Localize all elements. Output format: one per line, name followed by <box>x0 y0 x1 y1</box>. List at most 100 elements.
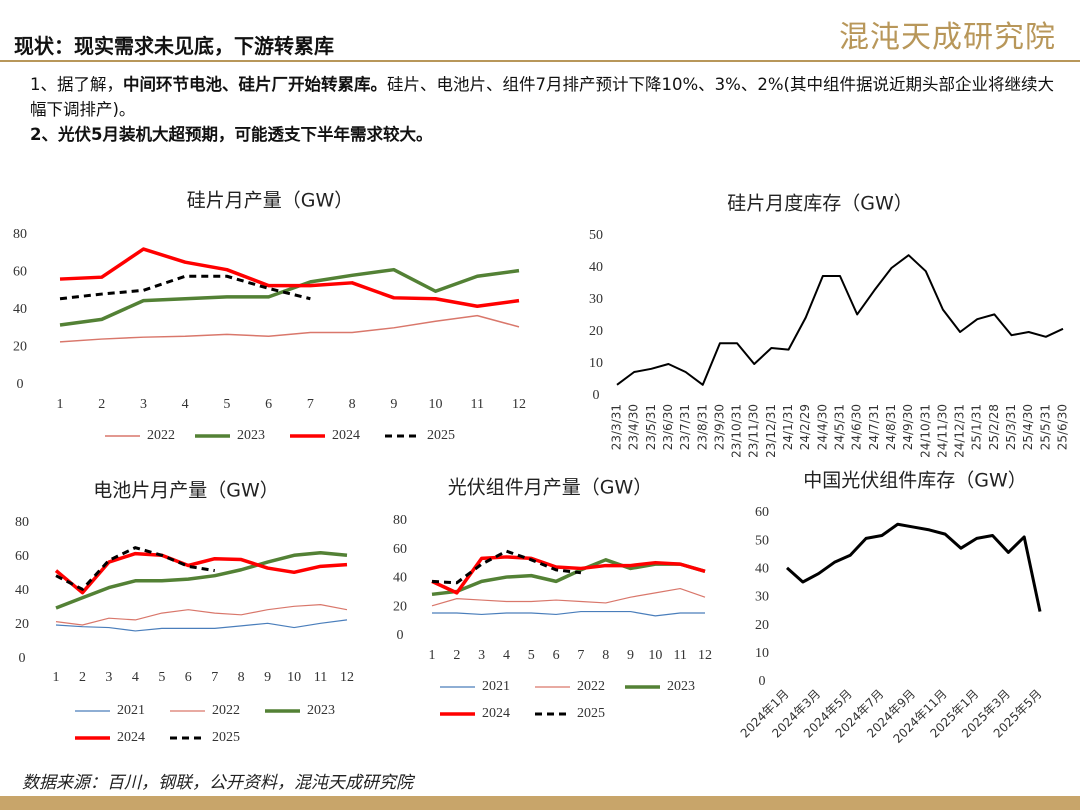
x-tick-label: 3 <box>140 397 147 412</box>
chart-title: 电池片月产量（GW） <box>93 480 279 502</box>
x-tick-label: 10 <box>287 670 301 685</box>
y-tick-label: 60 <box>755 505 769 520</box>
x-tick-label: 24/5/31 <box>833 404 847 450</box>
legend-label: 2025 <box>577 706 605 721</box>
x-tick-label: 2 <box>453 648 460 663</box>
x-tick-label: 23/11/30 <box>747 404 761 458</box>
chart-title: 硅片月度库存（GW） <box>727 193 913 215</box>
legend-label: 2024 <box>332 428 360 443</box>
y-tick-label: 20 <box>755 618 769 633</box>
series-line <box>786 522 1042 612</box>
x-tick-label: 25/2/28 <box>987 404 1001 450</box>
x-tick-label: 23/12/31 <box>764 404 778 458</box>
y-tick-label: 40 <box>589 260 603 275</box>
x-tick-label: 11 <box>314 670 327 685</box>
source-note: 数据来源：百川，钢联，公开资料，混沌天成研究院 <box>22 773 413 793</box>
series-line <box>55 604 348 626</box>
x-tick-label: 12 <box>340 670 354 685</box>
series-line <box>54 551 348 595</box>
x-tick-label: 24/1/31 <box>781 404 795 450</box>
series-line <box>431 558 706 597</box>
x-tick-label: 24/10/31 <box>918 404 932 458</box>
x-tick-label: 8 <box>349 397 356 412</box>
y-tick-label: 0 <box>17 377 24 392</box>
legend-label: 2023 <box>667 679 695 694</box>
series-line <box>616 254 1064 386</box>
bullet-text: 硅片、电池片、组件7月排产预计下降10%、3%、2%(其中组件据说近期头部企业将… <box>30 75 1054 119</box>
y-tick-label: 10 <box>589 356 603 371</box>
x-tick-label: 24/11/30 <box>935 404 949 458</box>
series-line <box>55 619 348 632</box>
series-line <box>432 610 705 617</box>
chart-title: 中国光伏组件库存（GW） <box>803 470 1027 492</box>
x-tick-label: 4 <box>182 397 189 412</box>
x-tick-label: 23/6/30 <box>661 404 675 450</box>
x-tick-label: 23/3/31 <box>610 404 624 450</box>
x-tick-label: 23/4/30 <box>627 404 641 450</box>
x-tick-label: 23/7/31 <box>678 404 692 450</box>
y-tick-label: 0 <box>19 651 26 666</box>
x-tick-label: 25/4/30 <box>1021 404 1035 450</box>
x-tick-label: 4 <box>132 670 139 685</box>
y-tick-label: 50 <box>755 533 769 548</box>
x-tick-label: 12 <box>698 648 712 663</box>
x-tick-label: 24/2/29 <box>798 404 812 450</box>
x-tick-label: 24/12/31 <box>953 404 967 458</box>
legend-label: 2025 <box>212 730 240 745</box>
y-tick-label: 80 <box>393 513 407 528</box>
x-tick-label: 24/6/30 <box>850 404 864 450</box>
y-tick-label: 60 <box>15 549 29 564</box>
slide-title: 现状：现实需求未见底，下游转累库 <box>14 34 334 58</box>
y-tick-label: 30 <box>589 292 603 307</box>
x-tick-label: 7 <box>211 670 218 685</box>
legend-label: 2022 <box>577 679 605 694</box>
y-tick-label: 40 <box>13 302 27 317</box>
y-tick-label: 20 <box>15 617 29 632</box>
y-tick-label: 60 <box>13 265 27 280</box>
y-tick-label: 20 <box>393 599 407 614</box>
y-tick-label: 80 <box>13 227 27 242</box>
x-tick-label: 8 <box>238 670 245 685</box>
x-tick-label: 23/10/31 <box>730 404 744 458</box>
x-tick-label: 24/4/30 <box>815 404 829 450</box>
x-tick-label: 24/9/30 <box>901 404 915 450</box>
y-tick-label: 40 <box>15 583 29 598</box>
legend-label: 2025 <box>427 428 455 443</box>
bullet-text: 中间环节电池、硅片厂开始转累库。 <box>123 75 387 94</box>
y-tick-label: 60 <box>393 542 407 557</box>
x-tick-label: 10 <box>648 648 662 663</box>
legend-label: 2022 <box>212 703 240 718</box>
x-tick-label: 12 <box>512 397 526 412</box>
bullet: 2、光伏5月装机大超预期，可能透支下半年需求较大。 <box>30 122 1060 147</box>
legend-label: 2023 <box>307 703 335 718</box>
y-tick-label: 50 <box>589 228 603 243</box>
logo: 混沌天成研究院 <box>839 20 1056 55</box>
bullet-text: 2、光伏5月装机大超预期，可能透支下半年需求较大。 <box>30 125 433 144</box>
x-tick-label: 25/3/31 <box>1004 404 1018 450</box>
x-tick-label: 1 <box>57 397 64 412</box>
x-tick-label: 5 <box>223 397 230 412</box>
footer-bar <box>0 796 1080 810</box>
y-tick-label: 40 <box>393 571 407 586</box>
series-line <box>59 247 520 308</box>
x-tick-label: 9 <box>264 670 271 685</box>
chart-title: 光伏组件月产量（GW） <box>448 477 653 499</box>
y-tick-label: 10 <box>755 646 769 661</box>
x-tick-label: 9 <box>627 648 634 663</box>
y-tick-label: 40 <box>755 562 769 577</box>
series-line <box>59 274 311 301</box>
legend-label: 2024 <box>482 706 510 721</box>
x-tick-label: 6 <box>265 397 272 412</box>
series-line <box>55 551 348 610</box>
x-tick-label: 23/9/30 <box>712 404 726 450</box>
header-rule <box>0 60 1080 62</box>
x-tick-label: 1 <box>53 670 60 685</box>
x-tick-label: 24/8/31 <box>884 404 898 450</box>
x-tick-label: 7 <box>307 397 314 412</box>
y-tick-label: 0 <box>397 628 404 643</box>
y-tick-label: 30 <box>755 590 769 605</box>
x-tick-label: 25/1/31 <box>970 404 984 450</box>
series-line <box>431 587 706 607</box>
